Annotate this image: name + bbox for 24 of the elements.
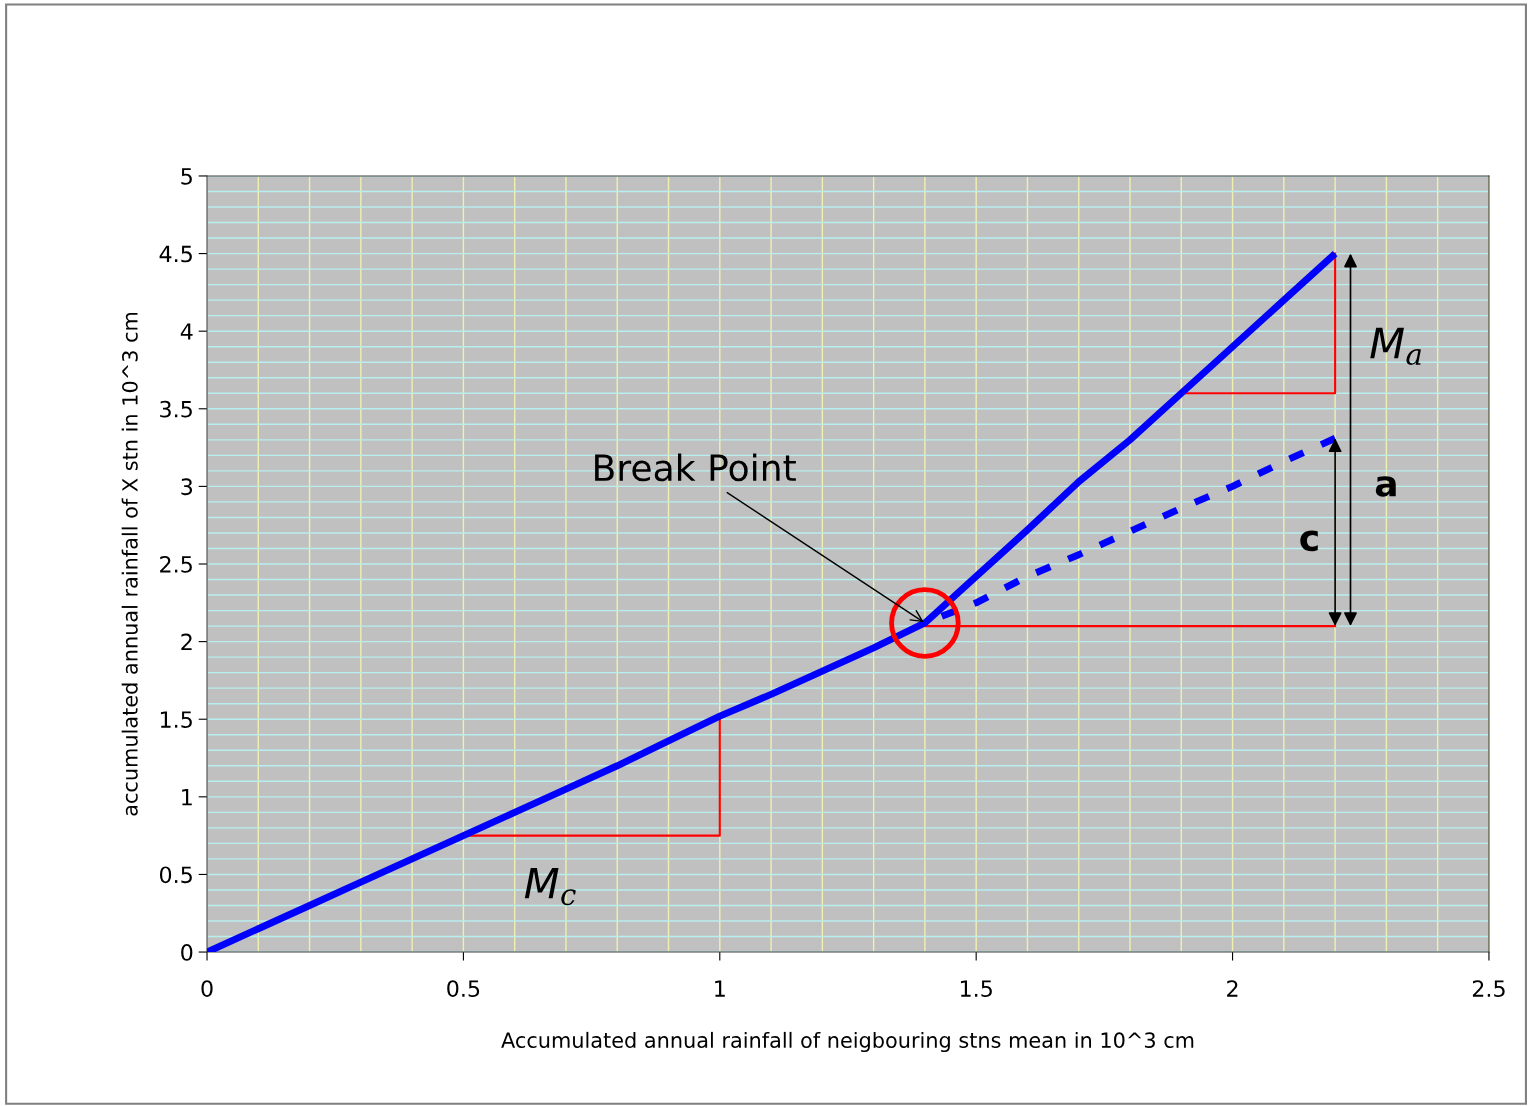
y-tick-label: 3.5 xyxy=(160,400,192,418)
annotation: Break Point xyxy=(595,453,796,482)
x-tick-label: 2.5 xyxy=(1472,980,1505,998)
y-tick-label: 0 xyxy=(181,943,193,961)
annotation: a xyxy=(1375,476,1396,497)
y-tick-label: 4 xyxy=(180,323,193,340)
x-axis-title: Accumulated annual rainfall of neigbouring stns mean in 10^3 cm xyxy=(501,1031,1194,1053)
y-tick-label: 3 xyxy=(181,478,193,496)
x-tick-label: 1.5 xyxy=(960,980,992,998)
y-tick-label: 2.5 xyxy=(160,555,192,573)
y-tick-label: 4.5 xyxy=(159,245,192,263)
x-tick-label: 1 xyxy=(715,980,725,997)
x-tick-label: 0.5 xyxy=(447,980,480,998)
y-tick-label: 2 xyxy=(181,633,192,651)
x-tick-label: 0 xyxy=(201,980,213,998)
y-axis-title: accumulated annual rainfall of X stn in 10^3 cm xyxy=(121,312,138,816)
annotation: M$_{c}$ xyxy=(524,867,576,906)
y-tick-label: 0.5 xyxy=(159,866,192,884)
y-tick-label: 1 xyxy=(182,789,192,806)
y-tick-label: 5 xyxy=(181,168,192,185)
y-tick-label: 1.5 xyxy=(160,711,192,728)
annotation: M$_{a}$ xyxy=(1370,327,1421,366)
x-tick-label: 2 xyxy=(1227,980,1238,997)
annotation: c xyxy=(1300,530,1318,552)
